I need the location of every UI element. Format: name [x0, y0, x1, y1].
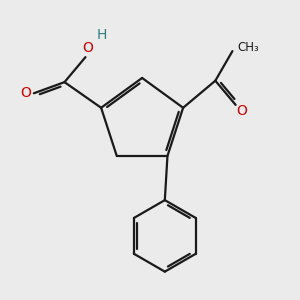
Text: O: O: [20, 86, 32, 100]
Text: H: H: [97, 28, 107, 42]
Text: O: O: [82, 41, 94, 55]
Text: CH₃: CH₃: [238, 41, 260, 54]
Text: O: O: [236, 104, 247, 118]
